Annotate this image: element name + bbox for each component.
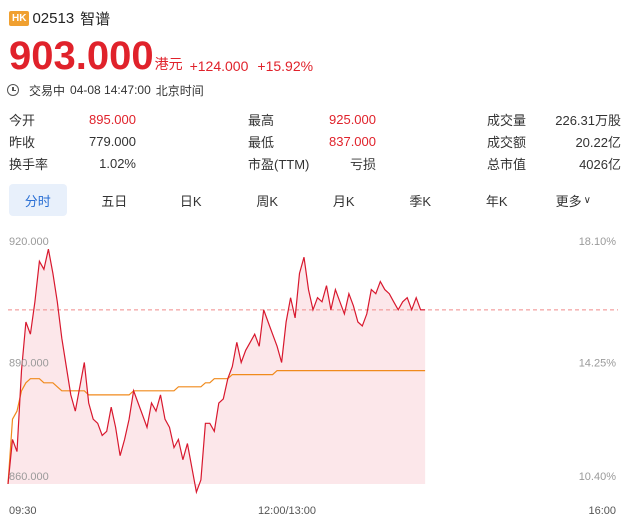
price-change: +124.000 <box>189 58 249 74</box>
y-tick-right: 10.40% <box>579 471 617 483</box>
tab-label: 年K <box>485 193 508 209</box>
stat-label: 昨收 <box>9 134 36 150</box>
y-tick-right: 18.10% <box>579 236 617 248</box>
stock-name: 智谱 <box>80 10 111 28</box>
tab-季K[interactable]: 季K <box>392 184 450 216</box>
intraday-chart[interactable]: 920.000 890.000 860.000 18.10% 14.25% 10.40% 0… <box>0 230 630 524</box>
market-badge: HK <box>9 10 30 26</box>
trading-state: 交易中 <box>29 83 66 98</box>
tab-周K[interactable]: 周K <box>239 184 297 216</box>
y-tick-right: 14.25% <box>579 358 617 370</box>
stat-value: 226.31万股 <box>555 112 621 128</box>
stat-cell: 成交量 226.31万股 <box>487 108 621 130</box>
x-tick-label: 12:00/13:00 <box>258 505 316 517</box>
stat-label: 最高 <box>248 112 275 128</box>
stock-code: 02513 <box>32 9 75 27</box>
x-tick-label: 16:00 <box>588 505 616 517</box>
x-tick-label: 09:30 <box>9 505 37 517</box>
last-price: 903.000 <box>9 34 154 78</box>
stat-cell: 最高 925.000 <box>248 108 376 130</box>
clock-icon <box>7 84 19 96</box>
stat-cell: 今开 895.000 <box>9 108 136 130</box>
trading-status: 交易中 04-08 14:47:00 北京时间 <box>7 82 204 98</box>
stat-value: 837.000 <box>329 133 376 149</box>
timezone: 北京时间 <box>155 83 204 98</box>
stat-value: 925.000 <box>329 111 376 127</box>
average-price-line <box>7 370 426 485</box>
stat-label: 总市值 <box>487 156 527 172</box>
stat-label: 市盈(TTM) <box>248 156 310 172</box>
tab-label: 周K <box>256 193 279 209</box>
stat-label: 今开 <box>9 112 36 128</box>
tab-label: 五日 <box>101 193 128 209</box>
stat-label: 成交量 <box>487 112 527 128</box>
quote-row: 903.000 港元 +124.000 +15.92% <box>9 34 313 78</box>
tab-label: 日K <box>179 193 202 209</box>
tab-分时[interactable]: 分时 <box>9 184 67 216</box>
tab-label: 月K <box>332 193 355 209</box>
stat-value: 1.02% <box>99 155 136 171</box>
y-tick-left: 860.000 <box>9 471 49 483</box>
tab-年K[interactable]: 年K <box>468 184 526 216</box>
trading-datetime: 04-08 14:47:00 <box>70 83 151 97</box>
tab-label: 更多 <box>555 193 582 209</box>
stat-value: 895.000 <box>89 111 136 127</box>
stat-cell: 市盈(TTM) 亏损 <box>248 152 376 174</box>
stat-cell: 成交额 20.22亿 <box>487 130 621 152</box>
stat-cell: 最低 837.000 <box>248 130 376 152</box>
tab-label: 季K <box>409 193 432 209</box>
stat-cell: 昨收 779.000 <box>9 130 136 152</box>
currency: 港元 <box>154 56 183 72</box>
stat-value: 20.22亿 <box>575 134 621 150</box>
stat-label: 最低 <box>248 134 275 150</box>
stat-label: 换手率 <box>9 156 49 172</box>
price-change-percent: +15.92% <box>257 58 314 74</box>
period-tabs: 分时 五日 日K 周K 月K 季K 年K 更多 ∨ <box>9 184 621 216</box>
tab-label: 分时 <box>24 193 51 209</box>
tab-更多[interactable]: 更多 ∨ <box>545 184 603 216</box>
stat-value: 4026亿 <box>579 156 621 172</box>
tab-月K[interactable]: 月K <box>315 184 373 216</box>
price-area <box>8 249 426 493</box>
stat-cell: 总市值 4026亿 <box>487 152 621 174</box>
chevron-down-icon: ∨ <box>583 194 591 206</box>
y-tick-left: 890.000 <box>9 358 49 370</box>
tab-五日[interactable]: 五日 <box>86 184 144 216</box>
stat-value: 亏损 <box>349 156 376 172</box>
y-tick-left: 920.000 <box>9 236 49 248</box>
stat-label: 成交额 <box>487 134 527 150</box>
stat-value: 779.000 <box>89 133 136 149</box>
stat-cell: 换手率 1.02% <box>9 152 136 174</box>
intraday-chart-svg: 920.000 890.000 860.000 18.10% 14.25% 10.40% 0… <box>7 236 618 517</box>
stock-header: HK 02513 智谱 <box>9 9 111 28</box>
price-line <box>7 248 426 495</box>
tab-日K[interactable]: 日K <box>162 184 220 216</box>
